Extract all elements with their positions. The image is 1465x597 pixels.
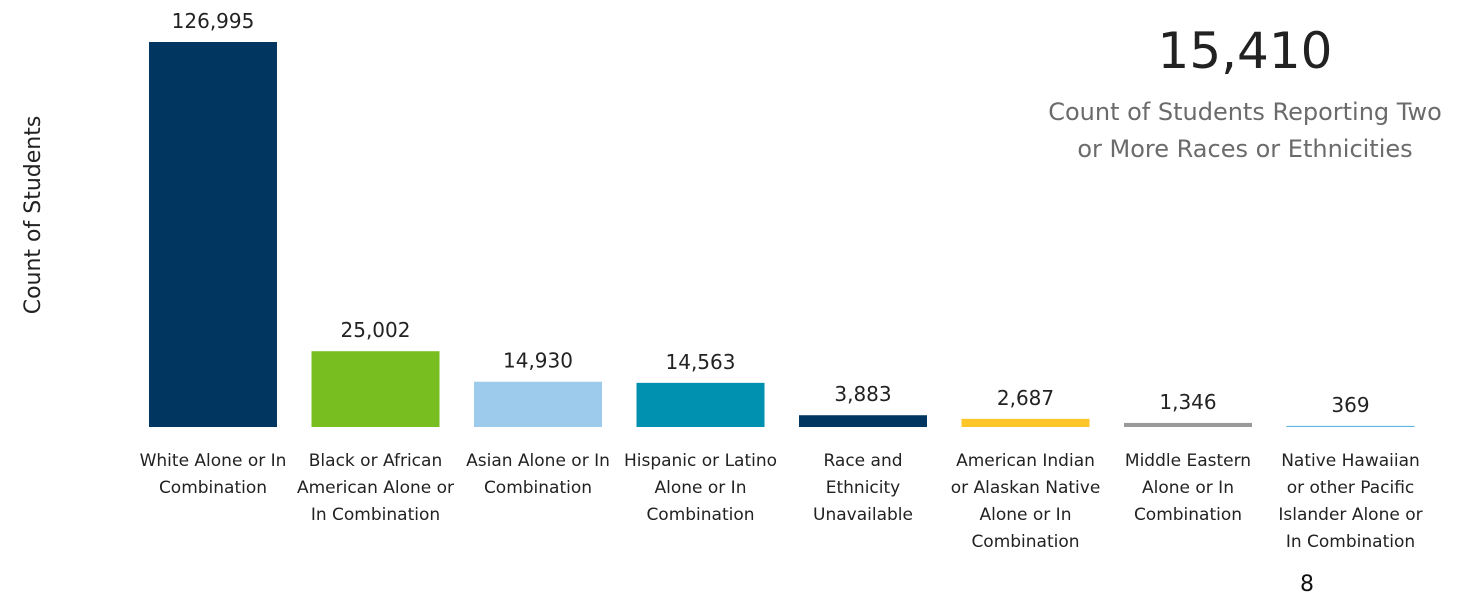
value-label: 126,995 — [172, 9, 255, 33]
value-label: 14,930 — [503, 349, 573, 373]
x-tick-label: Black or African American Alone or In Co… — [296, 451, 455, 525]
bar — [1286, 425, 1415, 427]
x-tick-label: Hispanic or Latino Alone or In Combinati… — [623, 451, 778, 525]
x-tick-label: American Indian or Alaskan Native Alone … — [950, 451, 1101, 552]
x-tick-label: Native Hawaiian or other Pacific Islande… — [1278, 451, 1423, 552]
annotation-value: 15,410 — [1157, 22, 1333, 80]
bar — [636, 382, 765, 427]
value-label: 1,346 — [1159, 390, 1216, 414]
bar — [799, 415, 927, 427]
value-label: 25,002 — [341, 318, 411, 342]
x-tick-label: Race and Ethnicity Unavailable — [813, 451, 913, 525]
value-label: 14,563 — [666, 350, 736, 374]
value-label: 369 — [1331, 393, 1369, 417]
bar — [311, 351, 440, 427]
annotation-text: Count of Students Reporting Two or More … — [1048, 98, 1442, 163]
x-tick-label: White Alone or In Combination — [139, 451, 287, 498]
bar — [474, 381, 602, 427]
bar — [1124, 422, 1252, 427]
y-axis-label: Count of Students — [21, 116, 46, 315]
x-tick-label: Middle Eastern Alone or In Combination — [1124, 451, 1252, 525]
x-tick-label: Asian Alone or In Combination — [466, 451, 610, 498]
value-label: 2,687 — [997, 386, 1054, 410]
bar — [149, 42, 277, 427]
page-number: 8 — [1300, 572, 1314, 597]
value-label: 3,883 — [834, 382, 891, 406]
bar — [961, 418, 1090, 427]
